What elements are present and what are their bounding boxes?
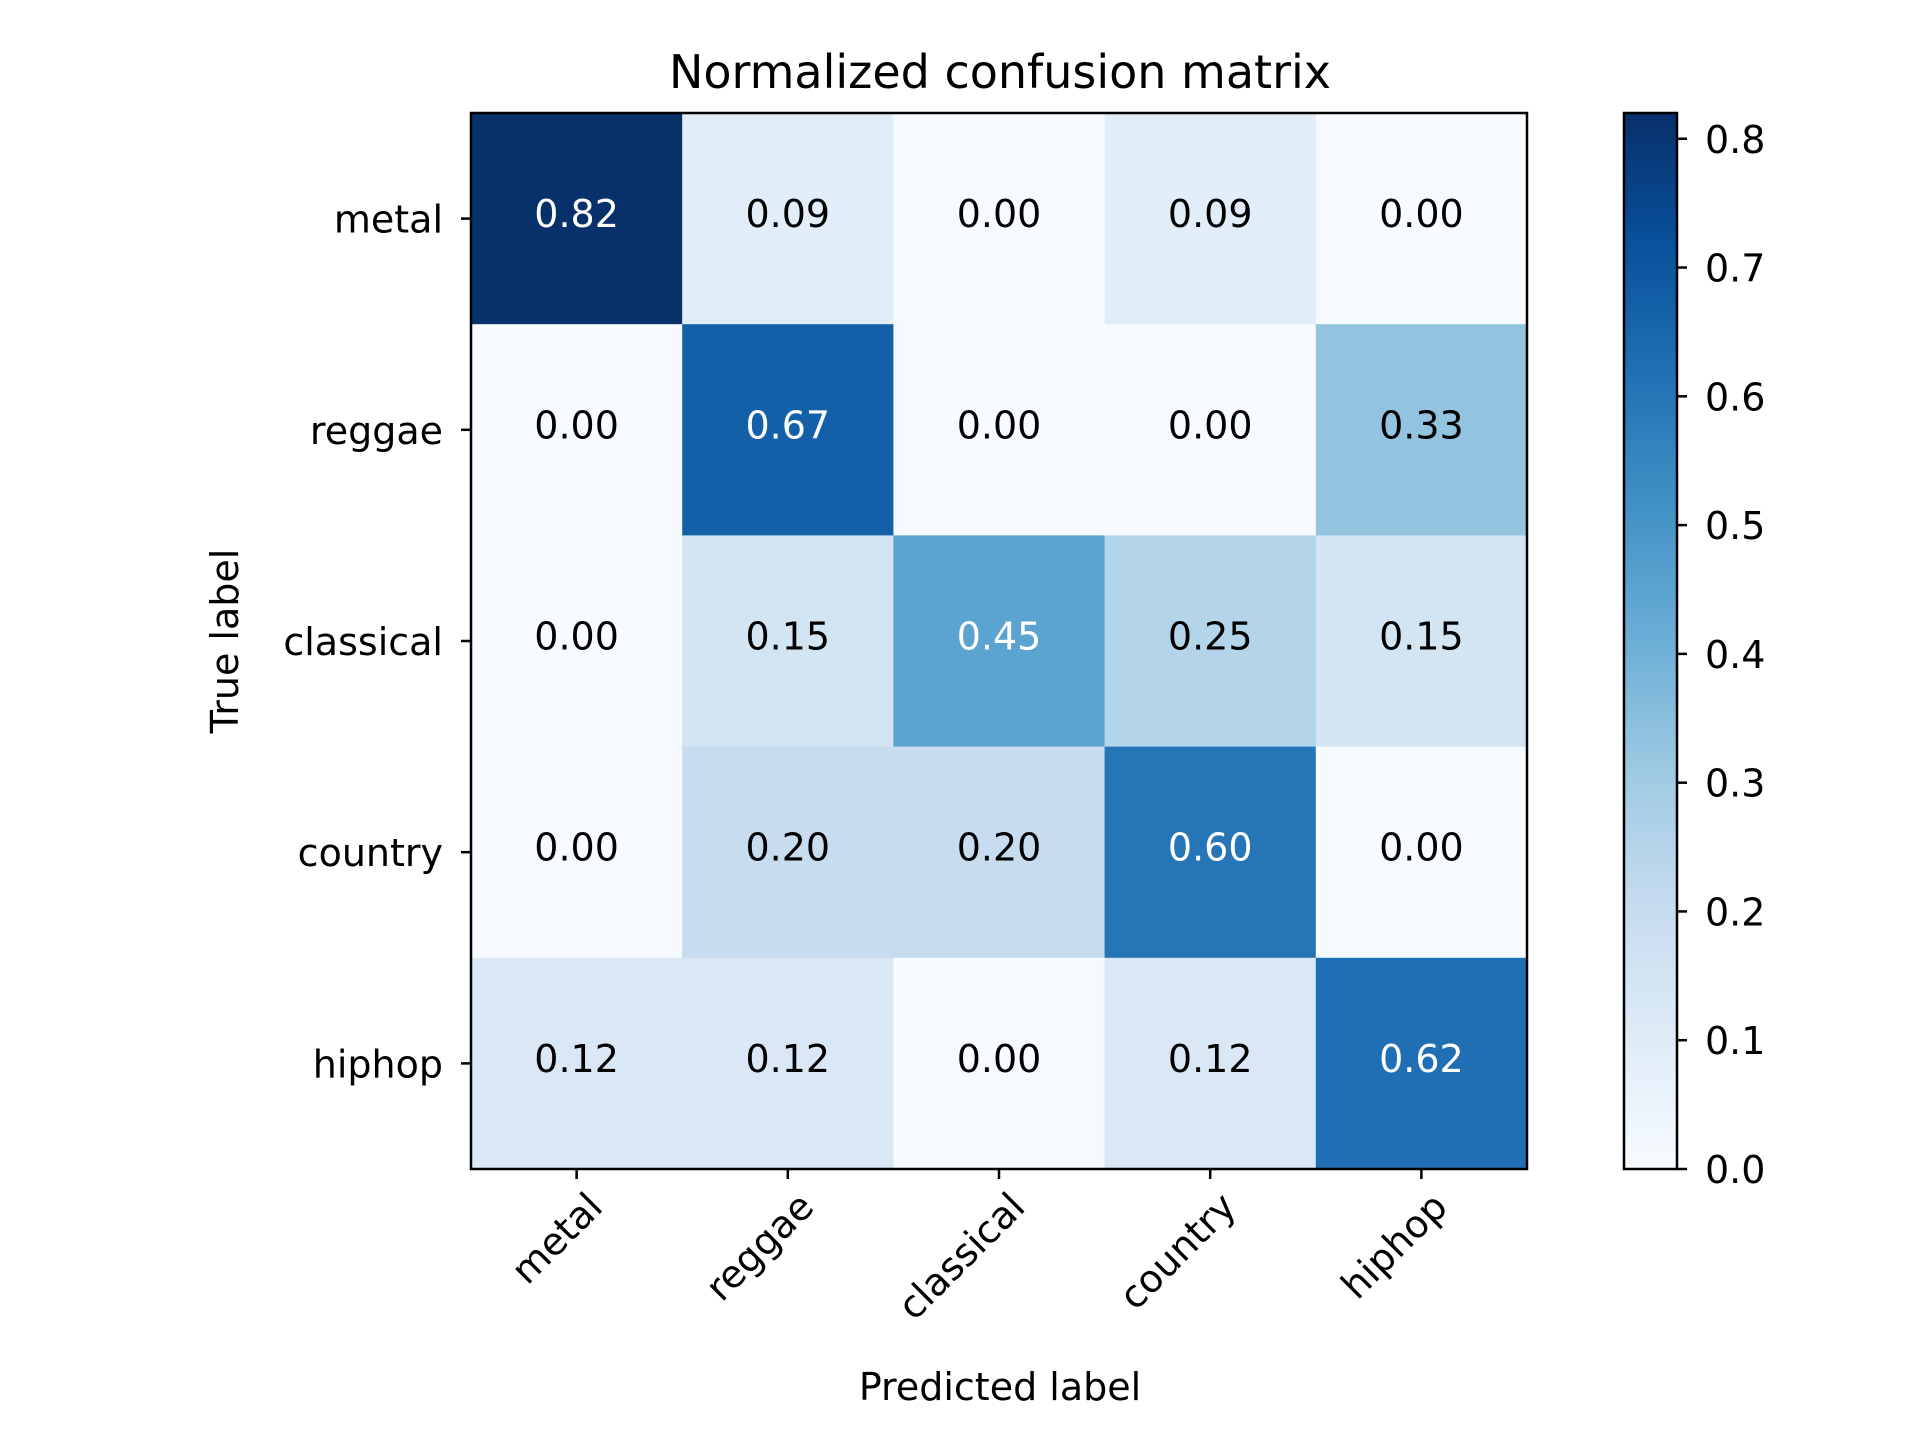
y-tick-label: reggae xyxy=(310,409,443,453)
heatmap-cell xyxy=(1104,535,1317,748)
cell-value-label: 0.20 xyxy=(745,826,830,870)
colorbar-tick-label: 0.8 xyxy=(1705,118,1765,162)
heatmap-cell xyxy=(893,746,1106,959)
cell-value-label: 0.00 xyxy=(1168,403,1253,447)
colorbar-tick-label: 0.7 xyxy=(1705,247,1765,291)
y-tick-label: hiphop xyxy=(313,1042,443,1086)
cell-value-label: 0.15 xyxy=(745,615,830,659)
heatmap-cell xyxy=(682,535,894,748)
cell-value-label: 0.25 xyxy=(1168,615,1253,659)
heatmap-cell xyxy=(1104,324,1317,536)
x-axis-title: Predicted label xyxy=(859,1365,1141,1409)
y-axis-ticks: metal reggae classical country hiphop xyxy=(283,198,471,1086)
heatmap-cell xyxy=(1315,113,1528,325)
colorbar-tick-label: 0.0 xyxy=(1705,1148,1765,1192)
heatmap-cell-labels: 0.82 0.09 0.00 0.09 0.00 0.00 0.67 0.00 0.00 0.33… xyxy=(534,192,1463,1081)
heatmap-cell xyxy=(1315,746,1528,959)
heatmap-cell xyxy=(471,746,683,959)
cell-value-label: 0.60 xyxy=(1168,826,1253,870)
heatmap-cell xyxy=(682,957,894,1170)
heatmap-cell xyxy=(471,113,683,325)
heatmap-cell xyxy=(893,957,1106,1170)
colorbar-tick-label: 0.6 xyxy=(1705,375,1765,419)
heatmap-cell xyxy=(1104,113,1317,325)
y-tick-label: classical xyxy=(283,620,443,664)
cell-value-label: 0.67 xyxy=(745,403,830,447)
cell-value-label: 0.00 xyxy=(957,1037,1042,1081)
cell-value-label: 0.09 xyxy=(745,192,830,236)
cell-value-label: 0.12 xyxy=(745,1037,830,1081)
cell-value-label: 0.00 xyxy=(1379,826,1464,870)
cell-value-label: 0.00 xyxy=(957,192,1042,236)
heatmap-cell xyxy=(471,957,683,1170)
heatmap-cell xyxy=(1104,957,1317,1170)
cell-value-label: 0.00 xyxy=(534,403,619,447)
cell-value-label: 0.12 xyxy=(1168,1037,1253,1081)
colorbar-gradient xyxy=(1622,111,1679,1171)
heatmap-cell xyxy=(1104,746,1317,959)
chart-title: Normalized confusion matrix xyxy=(669,45,1331,99)
heatmap-cell xyxy=(893,535,1106,748)
heatmap-cell xyxy=(893,324,1106,536)
cell-value-label: 0.12 xyxy=(534,1037,619,1081)
colorbar-tick-label: 0.5 xyxy=(1705,504,1765,548)
cell-value-label: 0.20 xyxy=(957,826,1042,870)
cell-value-label: 0.15 xyxy=(1379,615,1464,659)
heatmap-cell xyxy=(471,324,683,536)
heatmap-cell xyxy=(682,324,894,536)
heatmap-cells xyxy=(471,113,1528,1170)
colorbar-tick-label: 0.3 xyxy=(1705,762,1765,806)
heatmap-cell xyxy=(893,113,1106,325)
heatmap-cell xyxy=(682,746,894,959)
cell-value-label: 0.33 xyxy=(1379,403,1464,447)
heatmap-cell xyxy=(1315,957,1528,1170)
cell-value-label: 0.45 xyxy=(957,615,1042,659)
y-tick-label: metal xyxy=(334,198,443,242)
cell-value-label: 0.00 xyxy=(534,615,619,659)
heatmap-cell xyxy=(1315,324,1528,536)
cell-value-label: 0.00 xyxy=(1379,192,1464,236)
cell-value-label: 0.09 xyxy=(1168,192,1253,236)
y-tick-label: country xyxy=(298,831,443,875)
colorbar: 0.0 0.1 0.2 0.3 0.4 0.5 0.6 0.7 0.8 xyxy=(1622,111,1765,1192)
cell-value-label: 0.62 xyxy=(1379,1037,1464,1081)
cell-value-label: 0.00 xyxy=(534,826,619,870)
cell-value-label: 0.00 xyxy=(957,403,1042,447)
heatmap-cell xyxy=(471,535,683,748)
colorbar-tick-label: 0.4 xyxy=(1705,633,1765,677)
heatmap-cell xyxy=(1315,535,1528,748)
cell-value-label: 0.82 xyxy=(534,192,619,236)
colorbar-tick-label: 0.1 xyxy=(1705,1019,1765,1063)
colorbar-tick-label: 0.2 xyxy=(1705,890,1765,934)
heatmap-cell xyxy=(682,113,894,325)
colorbar-ticks: 0.0 0.1 0.2 0.3 0.4 0.5 0.6 0.7 0.8 xyxy=(1677,118,1765,1192)
y-axis-title: True label xyxy=(203,549,247,735)
